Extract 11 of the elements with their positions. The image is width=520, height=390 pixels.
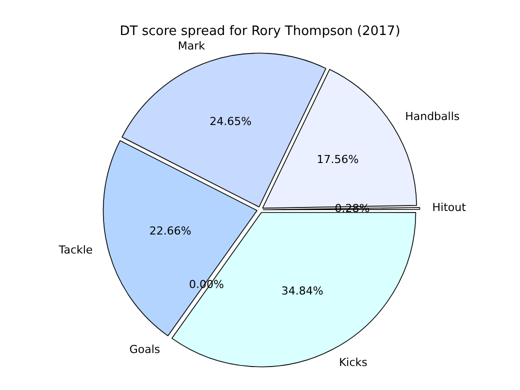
data-label: 17.56% xyxy=(316,152,359,166)
slice-label: Mark xyxy=(178,39,206,52)
slice-label: Hitout xyxy=(432,201,467,214)
slice-label: Kicks xyxy=(338,356,368,369)
slice-label: Handballs xyxy=(405,110,460,123)
data-label: 22.66% xyxy=(149,224,192,238)
chart-title: DT score spread for Rory Thompson (2017) xyxy=(120,24,400,40)
slice-label: Tackle xyxy=(58,244,93,257)
category-label: Goals xyxy=(129,343,160,356)
data-label: 34.84% xyxy=(281,284,324,298)
data-label: 24.65% xyxy=(210,115,252,128)
